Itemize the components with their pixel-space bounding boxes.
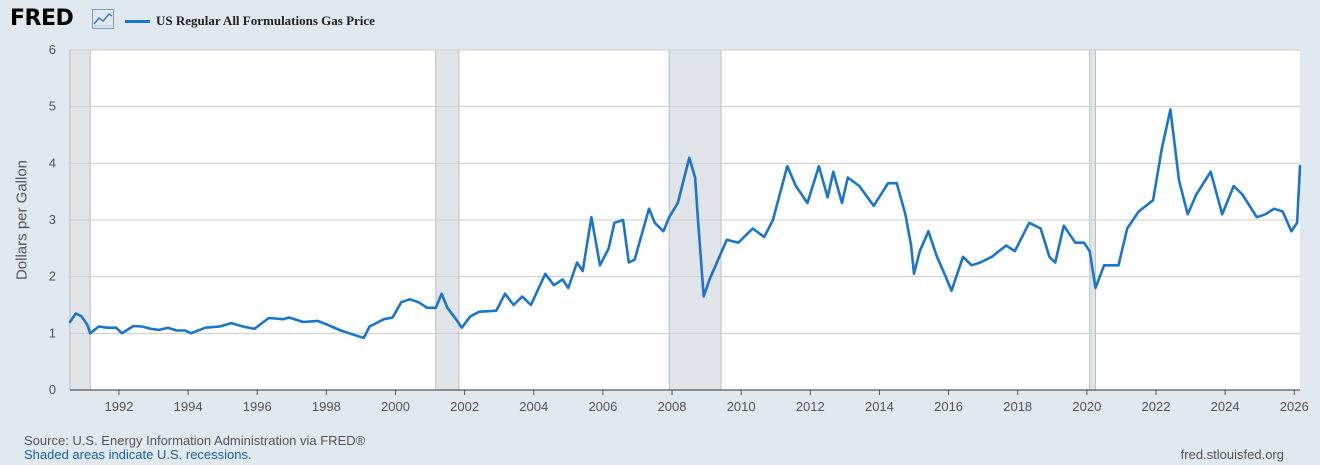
x-tick-label: 2002 <box>450 399 479 414</box>
recession-note: Shaded areas indicate U.S. recessions. <box>24 447 252 462</box>
y-tick-label: 5 <box>49 99 56 114</box>
y-tick-label: 3 <box>49 212 56 227</box>
x-tick-label: 1996 <box>243 399 272 414</box>
y-tick-label: 1 <box>49 325 56 340</box>
x-tick-label: 2004 <box>519 399 548 414</box>
x-tick-label: 2026 <box>1280 399 1309 414</box>
line-chart-icon[interactable] <box>92 9 114 29</box>
y-tick-label: 6 <box>49 42 56 57</box>
y-tick-label: 0 <box>49 382 56 397</box>
y-tick-label: 2 <box>49 269 56 284</box>
x-tick-label: 1994 <box>174 399 203 414</box>
x-tick-label: 2006 <box>588 399 617 414</box>
source-credit: Source: U.S. Energy Information Administ… <box>24 433 366 448</box>
x-tick-label: 2024 <box>1211 399 1240 414</box>
x-tick-label: 2010 <box>727 399 756 414</box>
x-tick-label: 2022 <box>1142 399 1171 414</box>
x-tick-label: 1998 <box>312 399 341 414</box>
legend-line-swatch <box>125 19 150 23</box>
legend-series-label: US Regular All Formulations Gas Price <box>156 13 375 28</box>
chart-legend: US Regular All Formulations Gas Price <box>125 11 375 31</box>
fred-logo[interactable]: FRED <box>10 6 74 31</box>
x-tick-label: 2014 <box>865 399 894 414</box>
series-line-1[interactable] <box>68 108 1302 340</box>
x-tick-label: 1992 <box>105 399 134 414</box>
chart-header: FRED US Regular All Formulations Gas Pri… <box>0 0 1320 44</box>
x-tick-label: 2000 <box>381 399 410 414</box>
x-tick-label: 2008 <box>658 399 687 414</box>
fred-url[interactable]: fred.stlouisfed.org <box>1180 447 1284 462</box>
gridlines <box>70 49 1300 334</box>
y-tick-label: 4 <box>49 155 56 170</box>
x-tick-label: 2018 <box>1003 399 1032 414</box>
series-layer <box>68 108 1302 340</box>
x-tick-label: 2020 <box>1072 399 1101 414</box>
y-axis-label: Dollars per Gallon <box>13 159 31 281</box>
x-axis-ticks: 1992 1994 1996 1998 2000 2002 2004 2006 2008 2010… <box>105 390 1309 414</box>
x-tick-label: 2012 <box>796 399 825 414</box>
y-axis-ticks: 0 1 2 3 4 5 6 <box>49 42 56 397</box>
x-tick-label: 2016 <box>934 399 963 414</box>
